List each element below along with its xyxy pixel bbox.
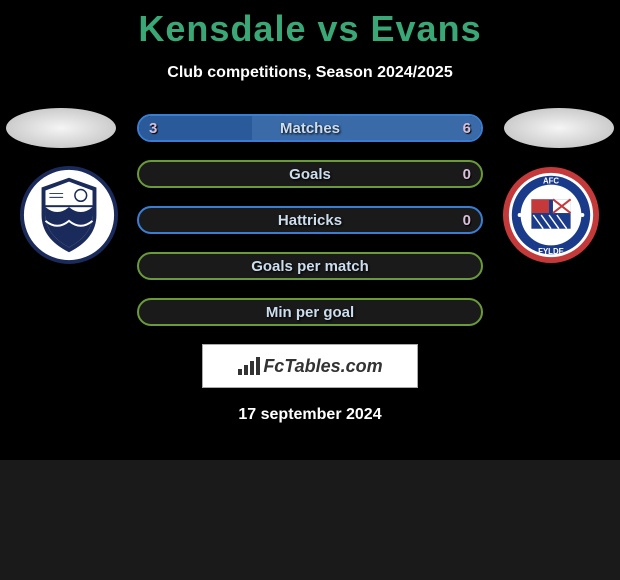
stat-bar-goals: 0Goals — [137, 160, 483, 188]
stat-label: Hattricks — [139, 212, 481, 229]
brand-label: FcTables.com — [263, 356, 382, 377]
brand-box[interactable]: FcTables.com — [202, 344, 418, 388]
club-badge-right: AFC FYLDE — [502, 166, 600, 264]
club-badge-left — [20, 166, 118, 264]
subtitle: Club competitions, Season 2024/2025 — [0, 64, 620, 82]
stat-label: Matches — [139, 120, 481, 137]
stat-bar-matches: 36Matches — [137, 114, 483, 142]
svg-text:AFC: AFC — [543, 177, 559, 186]
stat-bar-hat: 0Hattricks — [137, 206, 483, 234]
bars-icon — [237, 355, 263, 377]
svg-text:FYLDE: FYLDE — [538, 247, 564, 256]
stats-list: 36Matches 0Goals 0Hattricks Goals per match… — [137, 114, 483, 326]
player-ellipse-left — [6, 108, 116, 148]
stat-bar-gpm: Goals per match — [137, 252, 483, 280]
widget-container: Kensdale vs Evans Club competitions, Sea… — [0, 0, 620, 460]
shield-icon — [20, 166, 118, 264]
stat-label: Goals — [139, 166, 481, 183]
player-ellipse-right — [504, 108, 614, 148]
date-label: 17 september 2024 — [0, 406, 620, 424]
stat-label: Min per goal — [139, 304, 481, 321]
crest-icon: AFC FYLDE — [502, 166, 600, 264]
page-title: Kensdale vs Evans — [0, 8, 620, 50]
main-area: AFC FYLDE 36Matches 0Goals 0Hattricks Goals… — [0, 114, 620, 424]
stat-bar-mpg: Min per goal — [137, 298, 483, 326]
stat-label: Goals per match — [139, 258, 481, 275]
